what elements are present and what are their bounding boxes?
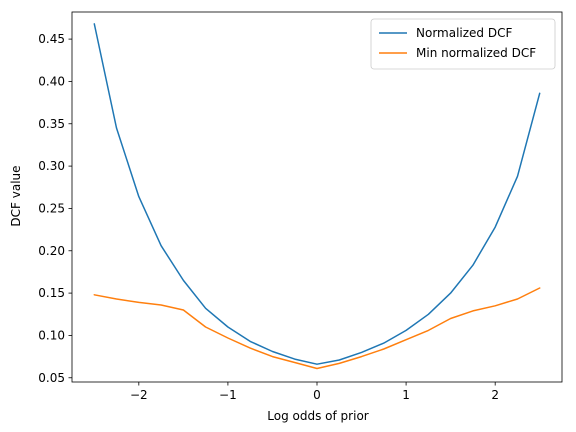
series-line-2 <box>93 287 541 370</box>
legend-box <box>370 18 556 70</box>
x-tick-label: −2 <box>130 388 148 402</box>
y-tick-label: 0.20 <box>38 244 65 258</box>
y-tick-label: 0.25 <box>38 201 65 215</box>
legend-label-1: Normalized DCF <box>416 26 512 40</box>
legend: Normalized DCF Min normalized DCF <box>370 18 556 70</box>
x-axis-label: Log odds of prior <box>267 409 368 423</box>
y-tick-label: 0.30 <box>38 159 65 173</box>
x-tick-label: −1 <box>219 388 237 402</box>
y-axis-label: DCF value <box>9 165 23 226</box>
x-tick-label: 1 <box>402 388 410 402</box>
y-tick-label: 0.45 <box>38 32 65 46</box>
y-tick-label: 0.10 <box>38 328 65 342</box>
y-tick-label: 0.40 <box>38 74 65 88</box>
y-tick-label: 0.35 <box>38 117 65 131</box>
series-line-1 <box>93 23 541 365</box>
axes-layer: −2 −1 0 1 2 0.05 0.10 0.15 0.20 0.25 0.30 0.35 0.40 0… <box>38 11 563 402</box>
y-tick-label: 0.15 <box>38 286 65 300</box>
x-tick-label: 0 <box>313 388 321 402</box>
legend-label-2: Min normalized DCF <box>416 46 536 60</box>
series-layer <box>93 23 541 370</box>
y-tick-label: 0.05 <box>38 371 65 385</box>
x-tick-label: 2 <box>491 388 499 402</box>
